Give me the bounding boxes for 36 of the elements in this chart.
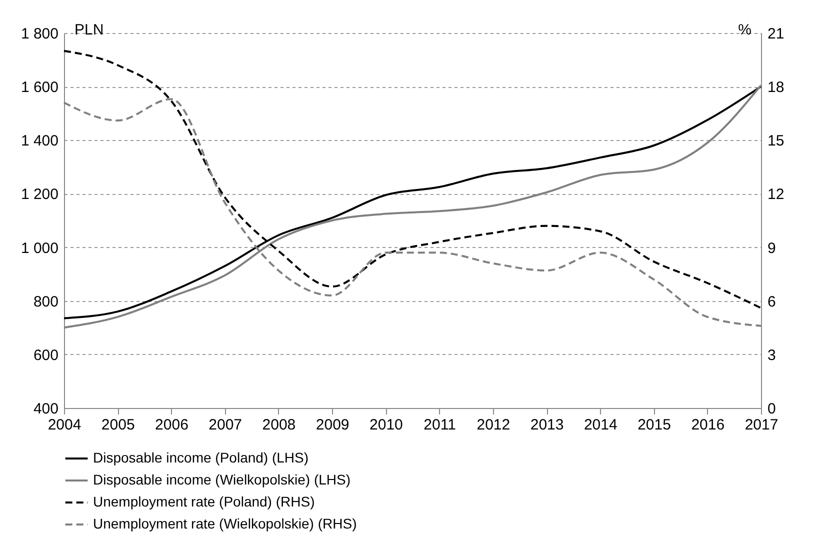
x-tick-label: 2012 <box>476 416 510 434</box>
x-tick-label: 2015 <box>638 416 671 434</box>
x-tick-label: 2005 <box>101 416 135 434</box>
y2-tick-label: 21 <box>768 26 784 42</box>
y2-axis-title: % <box>738 22 752 38</box>
x-tick-label: 2011 <box>424 416 456 434</box>
y-tick-label: 800 <box>33 293 58 310</box>
x-tick-label: 2014 <box>584 416 618 434</box>
y-tick-label: 1 400 <box>20 132 58 150</box>
y-tick-label: 1 000 <box>20 240 58 257</box>
x-tick-label: 2007 <box>208 416 242 434</box>
x-tick-label: 2010 <box>370 416 403 434</box>
x-tick-label: 2006 <box>155 416 188 434</box>
x-tick-label: 2004 <box>48 416 82 434</box>
legend-label: Disposable income (Wielkopolskie) (LHS) <box>93 472 351 488</box>
legend-label: Unemployment rate (Poland) (RHS) <box>93 494 315 510</box>
y2-tick-label: 18 <box>768 79 784 96</box>
y-tick-label: 1 200 <box>20 186 58 204</box>
legend-label: Unemployment rate (Wielkopolskie) (RHS) <box>93 516 357 532</box>
y2-tick-label: 3 <box>768 346 776 364</box>
x-tick-label: 2017 <box>744 416 778 434</box>
legend-label: Disposable income (Poland) (LHS) <box>93 450 309 466</box>
y2-tick-label: 0 <box>768 400 776 418</box>
y2-tick-label: 9 <box>768 240 776 257</box>
x-tick-label: 2008 <box>262 416 296 434</box>
y-tick-label: 1 800 <box>20 26 58 42</box>
x-tick-label: 2016 <box>691 416 725 434</box>
x-tick-label: 2013 <box>530 416 564 434</box>
x-tick-label: 2009 <box>316 416 350 434</box>
y-tick-label: 600 <box>33 346 58 364</box>
y-tick-label: 400 <box>33 400 58 418</box>
y-tick-label: 1 600 <box>20 79 58 96</box>
y-axis-title: PLN <box>74 22 104 38</box>
y2-tick-label: 15 <box>768 132 784 150</box>
y2-tick-label: 12 <box>768 186 784 204</box>
y2-tick-label: 6 <box>768 293 776 310</box>
